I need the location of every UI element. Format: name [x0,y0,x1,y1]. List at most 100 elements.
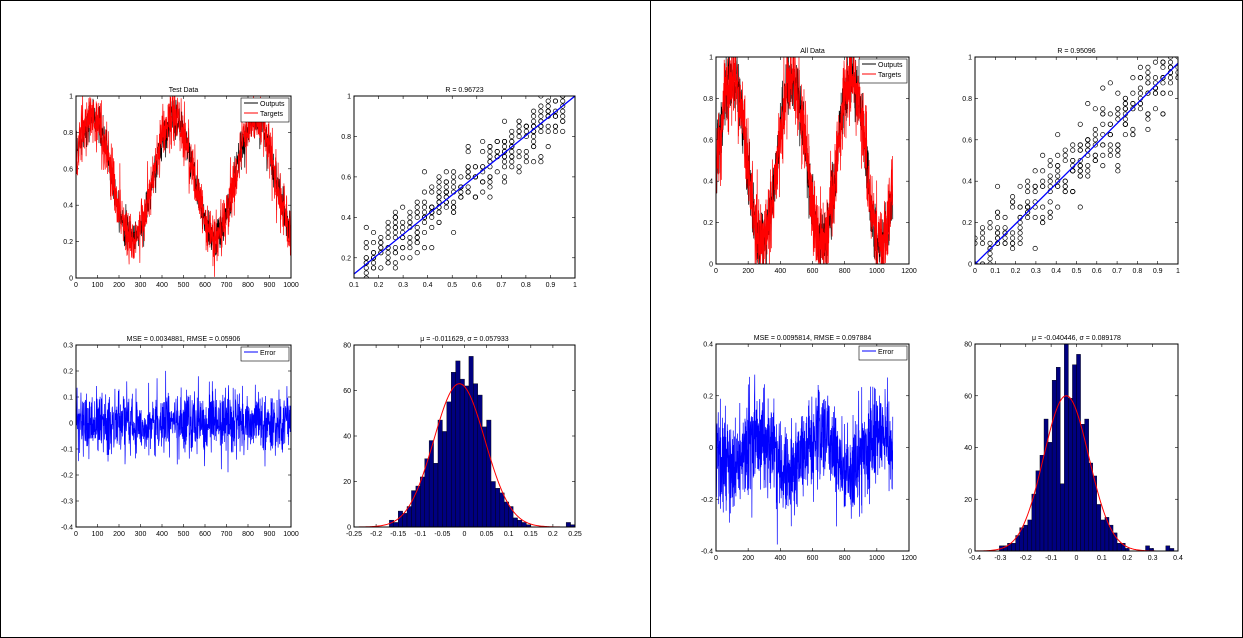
scatter-point [995,183,1001,189]
scatter-point [480,149,486,155]
scatter-point [421,169,428,175]
scatter-point [1167,75,1174,81]
scatter-point [1040,152,1046,158]
histogram-bar [1047,442,1053,551]
legend-label: Outputs [260,101,285,108]
scatter-point [995,225,1001,231]
x-tick-label: 0.5 [447,282,457,289]
histogram-bars [389,356,575,527]
scatter-point [1010,204,1016,210]
legend-box [858,58,908,84]
x-tick-label: 0.2 [1122,555,1132,562]
scatter-point [1168,50,1172,54]
scatter-point [1017,230,1023,236]
scatter-point [980,267,984,271]
scatter-point [1100,85,1106,91]
scatter-point [1130,75,1136,81]
scatter-point [995,277,999,281]
scatter-point [378,235,384,241]
histogram-bar [459,378,465,527]
scatter-point [979,235,986,241]
x-tick-label: 0.6 [472,282,482,289]
scatter-point [465,174,471,180]
y-tick-label: 80 [964,342,972,349]
scatter-point [436,219,442,225]
scatter-point [1055,173,1061,179]
x-tick-label: 1 [573,282,577,289]
scatter-point [1017,240,1023,246]
y-tick-label: 0.2 [63,369,73,376]
scatter-point [1160,75,1166,81]
y-tick-label: 0.4 [341,215,351,222]
histogram-bar [495,488,501,527]
x-tick-label: 0.2 [1011,268,1021,275]
scatter-point [1130,90,1136,96]
scatter-point [1152,90,1158,96]
scatter-point [980,272,984,276]
x-tick-label: 0.3 [1031,268,1041,275]
x-tick-label: 100 [92,282,104,289]
scatter-point [1070,142,1076,148]
scatter-point [509,128,515,134]
scatter-point [1047,214,1053,220]
scatter-point [1137,90,1143,96]
scatter-point [487,179,493,185]
scatter-point [1145,90,1151,96]
histogram-bars [999,344,1175,551]
scatter-point [1107,147,1113,153]
scatter-point [1010,235,1016,241]
scatter-point [1040,168,1046,174]
histogram-bar [1088,462,1093,551]
scatter-point [392,265,398,271]
scatter-point [509,144,515,150]
histogram-bar [1064,344,1069,551]
scatter-point [1070,189,1076,195]
x-tick-label: -0.3 [994,555,1006,562]
scatter-point [501,159,508,165]
scatter-point [1025,178,1031,184]
scatter-point [1070,147,1076,153]
scatter-point [509,149,515,155]
x-tick-label: 300 [135,531,147,538]
scatter-point [509,159,515,165]
plot-border [715,56,910,265]
scatter-point [1077,142,1083,148]
histogram-bar [464,385,470,527]
scatter-point [552,108,559,114]
scatter-point [545,144,551,150]
scatter-point [538,159,544,165]
legend-label: Targets [260,111,283,118]
scatter-point [1122,101,1128,107]
scatter-point [545,103,551,109]
scatter-point [1032,214,1038,220]
x-tick-label: 0.6 [1092,268,1102,275]
scatter-point [1167,57,1174,60]
scatter-point [392,224,398,230]
y-tick-label: 0 [347,525,351,532]
y-tick-label: 0.4 [962,179,972,186]
y-tick-label: 80 [343,343,351,350]
scatter-point [400,245,406,251]
scatter-point [1025,183,1031,189]
scatter-point [414,240,420,246]
x-tick-label: 0.1 [1097,555,1107,562]
histogram-bar [565,522,571,527]
x-tick-label: -0.1 [1045,555,1057,562]
scatter-point [1145,69,1151,76]
histogram-bar [1068,398,1073,551]
scatter-point [1077,173,1083,179]
x-tick-label: -0.4 [969,555,981,562]
histogram-bar [446,401,452,527]
scatter-point [538,128,544,134]
x-tick-label: 0 [463,531,467,538]
y-tick-label: 0 [69,421,73,428]
scatter-point [480,179,486,185]
plot-title: R = 0.95096 [1057,48,1095,55]
scatter-point [1115,152,1121,158]
y-tick-label: 0.6 [63,166,73,173]
plot-border [974,343,1179,552]
scatter-point [421,209,428,215]
scatter-point [1055,204,1061,210]
scatter-point [370,265,377,271]
scatter-point [1167,80,1174,86]
